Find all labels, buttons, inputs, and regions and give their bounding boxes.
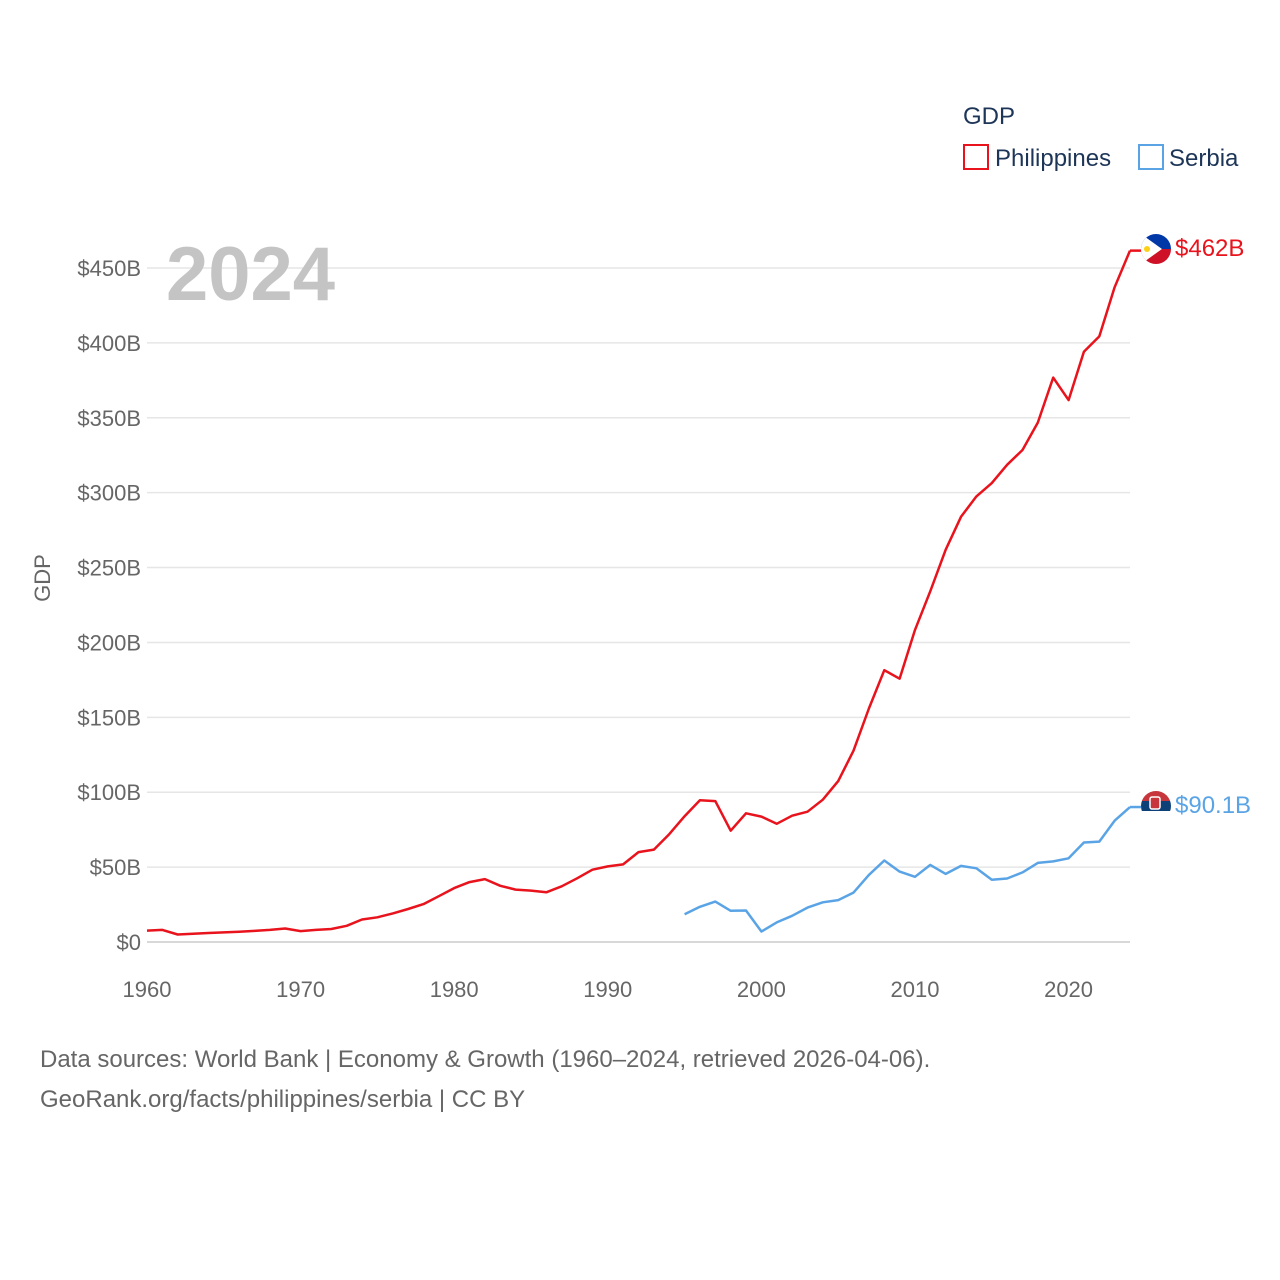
y-tick-label: $100B	[77, 780, 141, 805]
serbia-flag-icon	[1141, 791, 1171, 821]
legend-title: GDP	[963, 103, 1015, 130]
philippines-flag-icon	[1141, 234, 1171, 264]
legend-label-philippines: Philippines	[995, 145, 1111, 172]
series-lines	[146, 249, 1141, 936]
year-label: 2024	[166, 232, 335, 317]
source-line: Data sources: World Bank | Economy & Gro…	[40, 1046, 931, 1073]
x-tick-label: 2020	[1044, 977, 1093, 1002]
x-tick-label: 2000	[737, 977, 786, 1002]
gridlines	[147, 267, 1130, 943]
x-tick-label: 1960	[123, 977, 172, 1002]
philippines-end-label: $462B	[1175, 235, 1244, 262]
legend-label-serbia: Serbia	[1169, 145, 1239, 172]
x-tick-label: 2010	[890, 977, 939, 1002]
legend-swatch-philippines	[963, 144, 989, 170]
serbia-end-label: $90.1B	[1175, 792, 1251, 819]
y-axis-ticks: $0 $50B $100B $150B $200B $250B $300B $350B $400…	[77, 256, 141, 955]
series-line-philippines	[146, 250, 1132, 936]
series-line-serbia	[684, 806, 1131, 933]
y-tick-label: $150B	[77, 705, 141, 730]
legend: GDP Philippines Serbia	[963, 103, 1239, 172]
y-tick-label: $50B	[90, 855, 141, 880]
x-axis-ticks: 1960 1970 1980 1990 2000 2010 2020	[123, 977, 1094, 1002]
y-tick-label: $450B	[77, 256, 141, 281]
legend-swatch-serbia	[1138, 144, 1164, 170]
y-axis-title: GDP	[30, 554, 55, 602]
y-tick-label: $400B	[77, 331, 141, 356]
x-tick-label: 1970	[276, 977, 325, 1002]
x-tick-label: 1980	[430, 977, 479, 1002]
y-tick-label: $250B	[77, 556, 141, 581]
y-tick-label: $200B	[77, 630, 141, 655]
y-tick-label: $300B	[77, 481, 141, 506]
data-source-footer: Data sources: World Bank | Economy & Gro…	[40, 1040, 930, 1120]
x-tick-label: 1990	[583, 977, 632, 1002]
source-url-line: GeoRank.org/facts/philippines/serbia | C…	[40, 1086, 526, 1113]
y-tick-label: $0	[117, 930, 141, 955]
y-tick-label: $350B	[77, 406, 141, 431]
